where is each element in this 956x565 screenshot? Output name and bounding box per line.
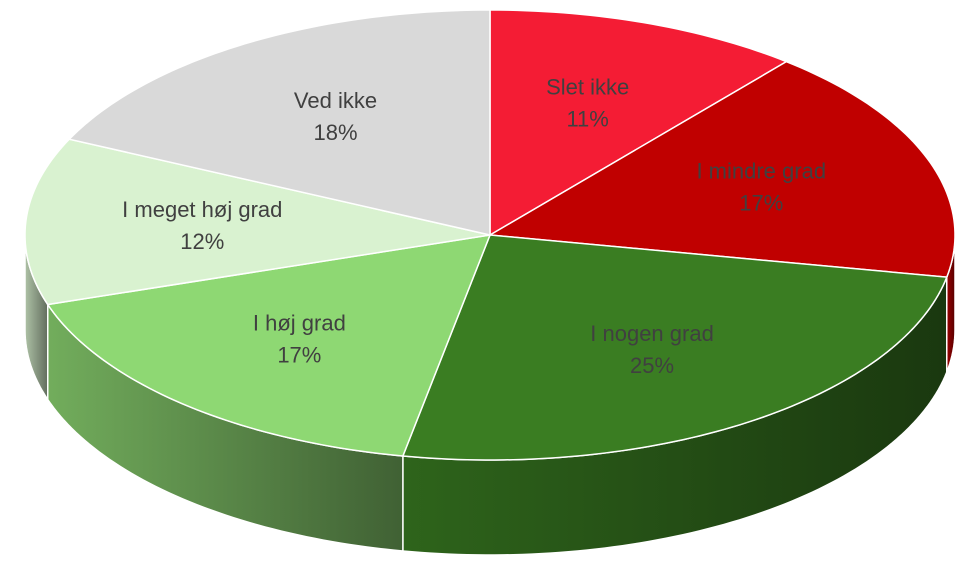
slice <box>67 9 491 236</box>
slice-value-label: 17% <box>277 342 321 367</box>
slice <box>46 234 492 457</box>
slice-label: Slet ikke <box>546 75 629 100</box>
slice-value-label: 11% <box>566 107 608 132</box>
slice-value-label: 12% <box>180 229 224 254</box>
slice-value-label: 17% <box>739 191 783 216</box>
slice <box>401 234 948 461</box>
slice <box>489 9 789 237</box>
slice-label: I mindre grad <box>696 159 826 184</box>
slice-label: Ved ikke <box>294 88 377 113</box>
slice-label: I nogen grad <box>590 321 714 346</box>
slice-value-label: 25% <box>630 353 674 378</box>
slice <box>24 138 491 306</box>
slice-label: I meget høj grad <box>122 197 282 222</box>
slice-label: I høj grad <box>253 310 346 335</box>
slice-value-label: 18% <box>313 120 357 145</box>
slice <box>487 60 956 278</box>
